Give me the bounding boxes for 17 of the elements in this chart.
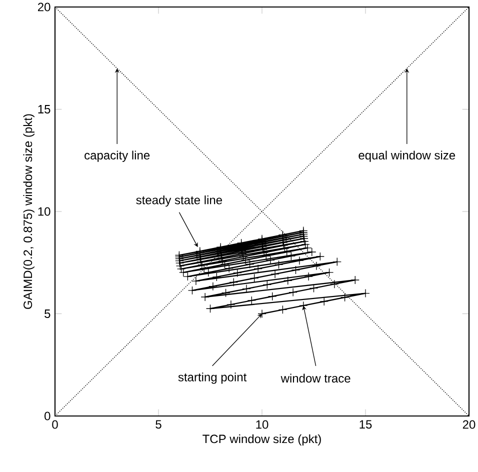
x-tick-label: 15 — [360, 420, 372, 429]
x-tick-label: 5 — [156, 420, 162, 429]
annotation: equal window size — [358, 150, 456, 162]
annotation: steady state line — [136, 195, 222, 207]
x-axis-title: TCP window size (pkt) — [202, 434, 321, 446]
annotation: window trace — [280, 374, 350, 383]
y-tick-label: 0 — [44, 412, 50, 420]
y-tick-label: 15 — [38, 105, 50, 114]
y-tick-label: 5 — [44, 310, 50, 318]
y-tick-label: 10 — [38, 207, 50, 216]
x-tick-label: 20 — [462, 420, 476, 429]
y-tick-label: 20 — [38, 2, 50, 12]
annotation: starting point — [178, 372, 247, 384]
x-tick-label: 0 — [52, 420, 58, 429]
y-axis-title: GAIMD(0.2, 0.875) window size (pkt) — [23, 114, 34, 309]
x-tick-label: 10 — [256, 420, 268, 429]
annotation: capacity line — [84, 150, 150, 162]
